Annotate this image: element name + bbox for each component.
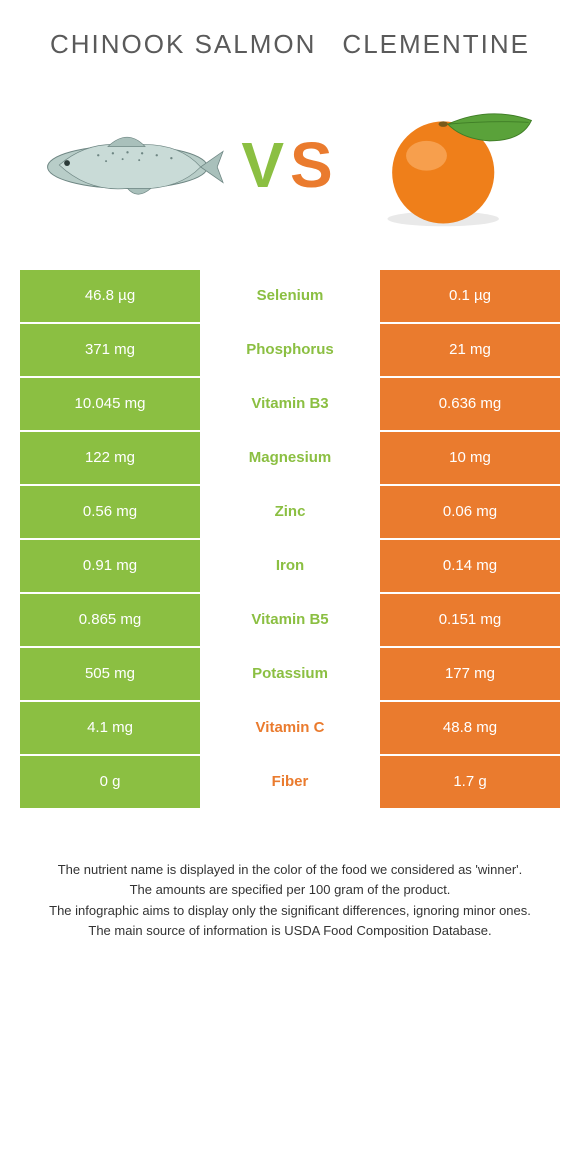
images-row: VS — [20, 80, 560, 270]
value-left: 0 g — [20, 756, 200, 808]
title-right: CLEMENTINE — [342, 30, 530, 60]
table-row: 371 mgPhosphorus21 mg — [20, 324, 560, 378]
value-left: 0.91 mg — [20, 540, 200, 592]
nutrient-name: Iron — [200, 540, 380, 592]
footer-line-1: The nutrient name is displayed in the co… — [40, 860, 540, 880]
value-left: 122 mg — [20, 432, 200, 484]
footer-notes: The nutrient name is displayed in the co… — [20, 810, 560, 941]
table-row: 505 mgPotassium177 mg — [20, 648, 560, 702]
titles-row: CHINOOK SALMON CLEMENTINE — [20, 20, 560, 80]
salmon-image — [30, 100, 225, 230]
infographic-container: CHINOOK SALMON CLEMENTINE VS — [0, 0, 580, 941]
table-row: 122 mgMagnesium10 mg — [20, 432, 560, 486]
value-right: 177 mg — [380, 648, 560, 700]
table-row: 0 gFiber1.7 g — [20, 756, 560, 810]
value-left: 371 mg — [20, 324, 200, 376]
value-left: 10.045 mg — [20, 378, 200, 430]
footer-line-4: The main source of information is USDA F… — [40, 921, 540, 941]
value-right: 0.636 mg — [380, 378, 560, 430]
value-left: 505 mg — [20, 648, 200, 700]
nutrient-name: Selenium — [200, 270, 380, 322]
nutrient-name: Fiber — [200, 756, 380, 808]
table-row: 4.1 mgVitamin C48.8 mg — [20, 702, 560, 756]
nutrient-name: Vitamin B5 — [200, 594, 380, 646]
nutrient-name: Magnesium — [200, 432, 380, 484]
value-right: 0.14 mg — [380, 540, 560, 592]
vs-label: VS — [241, 128, 338, 202]
value-right: 0.1 µg — [380, 270, 560, 322]
nutrient-name: Potassium — [200, 648, 380, 700]
value-left: 46.8 µg — [20, 270, 200, 322]
value-left: 0.865 mg — [20, 594, 200, 646]
value-right: 48.8 mg — [380, 702, 560, 754]
nutrient-name: Phosphorus — [200, 324, 380, 376]
table-row: 0.91 mgIron0.14 mg — [20, 540, 560, 594]
nutrient-name: Vitamin C — [200, 702, 380, 754]
footer-line-3: The infographic aims to display only the… — [40, 901, 540, 921]
vs-v: V — [241, 129, 290, 201]
comparison-table: 46.8 µgSelenium0.1 µg371 mgPhosphorus21 … — [20, 270, 560, 810]
value-right: 10 mg — [380, 432, 560, 484]
table-row: 10.045 mgVitamin B30.636 mg — [20, 378, 560, 432]
title-left: CHINOOK SALMON — [50, 30, 316, 60]
table-row: 46.8 µgSelenium0.1 µg — [20, 270, 560, 324]
value-right: 21 mg — [380, 324, 560, 376]
value-right: 1.7 g — [380, 756, 560, 808]
table-row: 0.865 mgVitamin B50.151 mg — [20, 594, 560, 648]
table-row: 0.56 mgZinc0.06 mg — [20, 486, 560, 540]
clementine-image — [355, 100, 550, 230]
value-left: 4.1 mg — [20, 702, 200, 754]
vs-s: S — [290, 129, 339, 201]
value-right: 0.06 mg — [380, 486, 560, 538]
value-right: 0.151 mg — [380, 594, 560, 646]
nutrient-name: Zinc — [200, 486, 380, 538]
nutrient-name: Vitamin B3 — [200, 378, 380, 430]
footer-line-2: The amounts are specified per 100 gram o… — [40, 880, 540, 900]
value-left: 0.56 mg — [20, 486, 200, 538]
